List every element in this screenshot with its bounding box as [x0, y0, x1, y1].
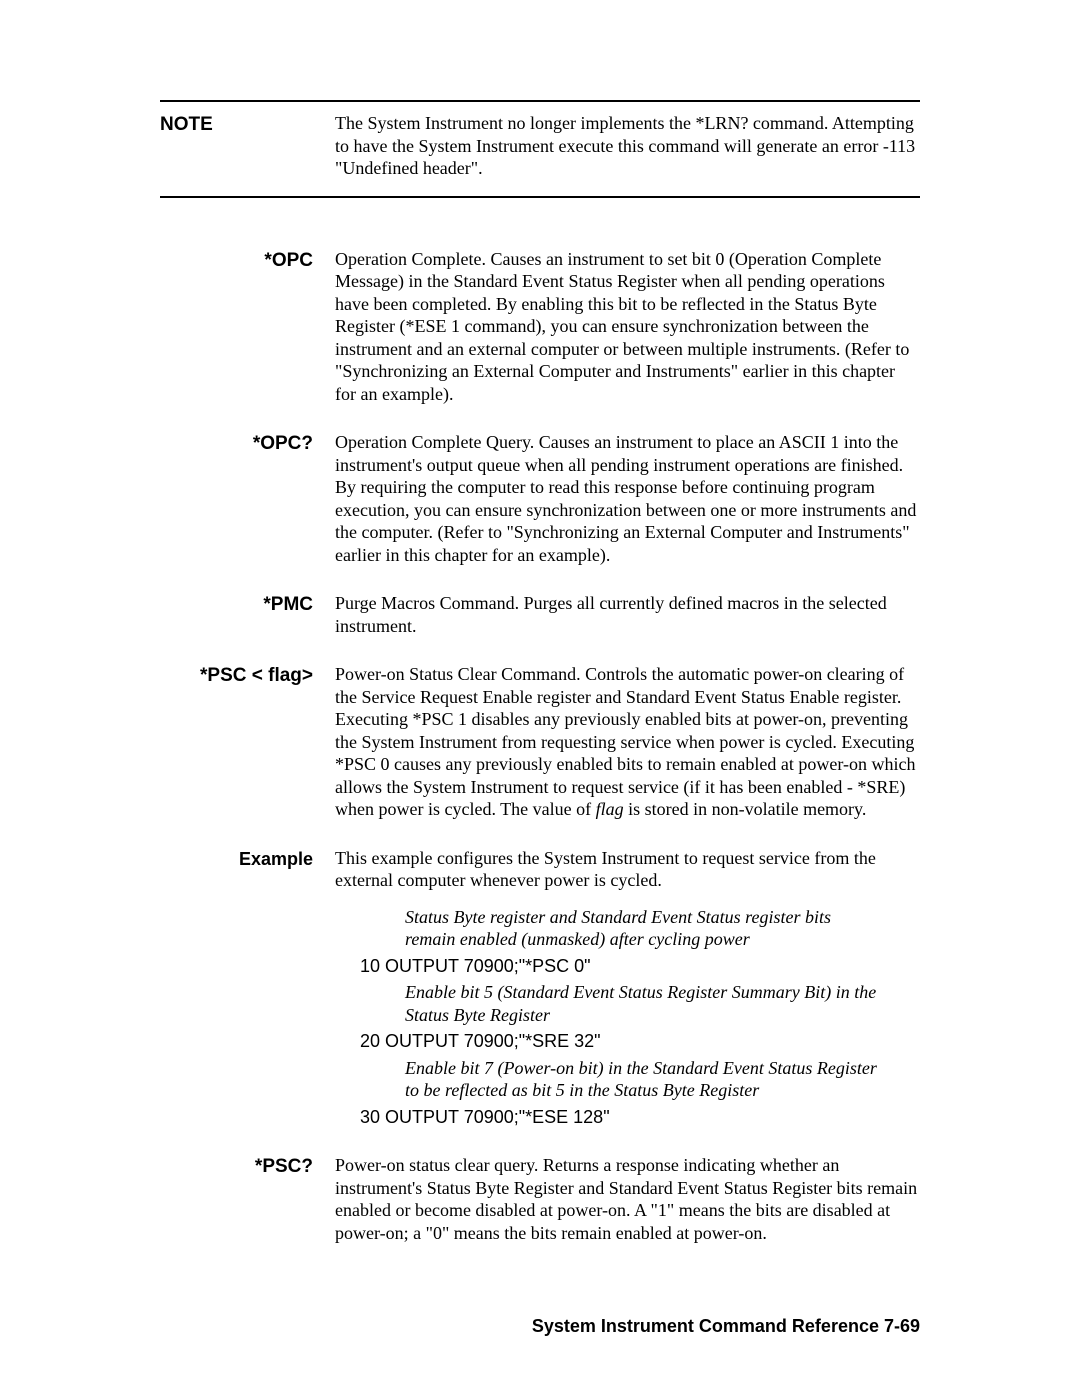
note-block: NOTE The System Instrument no longer imp… — [160, 100, 920, 198]
psc-flag: flag — [596, 799, 624, 819]
psc-text: Power-on Status Clear Command. Controls … — [335, 663, 920, 821]
note-text: The System Instrument no longer implemen… — [335, 112, 920, 180]
pmc-entry: *PMC Purge Macros Command. Purges all cu… — [160, 592, 920, 637]
code-comment-2: Enable bit 5 (Standard Event Status Regi… — [335, 981, 920, 1026]
pscq-text: Power-on status clear query. Returns a r… — [335, 1154, 920, 1244]
code-comment-3: Enable bit 7 (Power-on bit) in the Stand… — [335, 1057, 920, 1102]
opcq-label: *OPC? — [160, 431, 335, 566]
opc-label: *OPC — [160, 248, 335, 406]
page: NOTE The System Instrument no longer imp… — [0, 0, 1080, 1397]
example-intro: This example configures the System Instr… — [335, 847, 920, 892]
example-entry: Example This example configures the Syst… — [160, 847, 920, 1133]
pscq-entry: *PSC? Power-on status clear query. Retur… — [160, 1154, 920, 1244]
example-body: This example configures the System Instr… — [335, 847, 920, 1133]
note-label: NOTE — [160, 112, 335, 180]
code-line-2: 20 OUTPUT 70900;"*SRE 32" — [360, 1030, 920, 1053]
code-line-3: 30 OUTPUT 70900;"*ESE 128" — [360, 1106, 920, 1129]
example-label: Example — [160, 847, 335, 1133]
code-line-1: 10 OUTPUT 70900;"*PSC 0" — [360, 955, 920, 978]
opcq-text: Operation Complete Query. Causes an inst… — [335, 431, 920, 566]
psc-text-pre: Power-on Status Clear Command. Controls … — [335, 664, 916, 819]
opc-entry: *OPC Operation Complete. Causes an instr… — [160, 248, 920, 406]
page-footer: System Instrument Command Reference 7-69 — [532, 1316, 920, 1337]
pscq-label: *PSC? — [160, 1154, 335, 1244]
code-block: Status Byte register and Standard Event … — [335, 906, 920, 1129]
psc-entry: *PSC < flag> Power-on Status Clear Comma… — [160, 663, 920, 821]
code-comment-1: Status Byte register and Standard Event … — [335, 906, 920, 951]
opc-text: Operation Complete. Causes an instrument… — [335, 248, 920, 406]
pmc-text: Purge Macros Command. Purges all current… — [335, 592, 920, 637]
psc-text-post: is stored in non-volatile memory. — [624, 799, 867, 819]
pmc-label: *PMC — [160, 592, 335, 637]
opcq-entry: *OPC? Operation Complete Query. Causes a… — [160, 431, 920, 566]
psc-label: *PSC < flag> — [160, 663, 335, 821]
